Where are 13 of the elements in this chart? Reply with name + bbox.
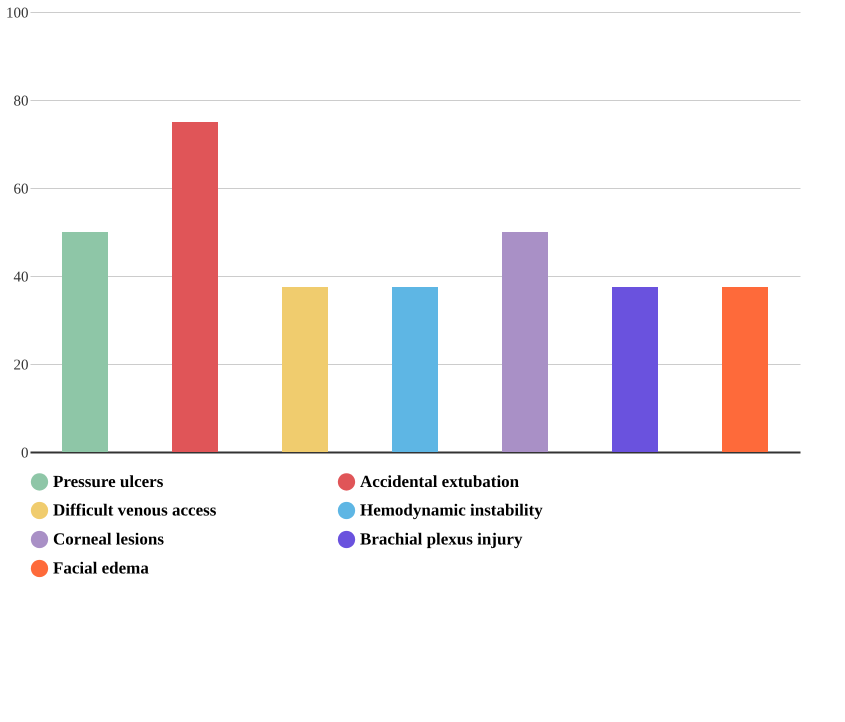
legend-label: Brachial plexus injury [360,530,523,548]
legend-label: Pressure ulcers [53,472,164,491]
y-tick-label: 40 [14,270,28,286]
y-tick-label: 60 [14,182,28,198]
y-tick-label: 80 [14,94,28,110]
y-tick-label: 0 [21,446,28,462]
legend-label: Accidental extubation [360,472,520,491]
legend-label: Difficult venous access [53,500,217,520]
y-tick-label: 100 [6,6,28,22]
y-tick-label: 20 [14,358,28,374]
legend-label: Facial edema [53,558,150,578]
legend-label: Corneal lesions [53,530,164,548]
legend-label: Hemodynamic instability [360,500,544,520]
